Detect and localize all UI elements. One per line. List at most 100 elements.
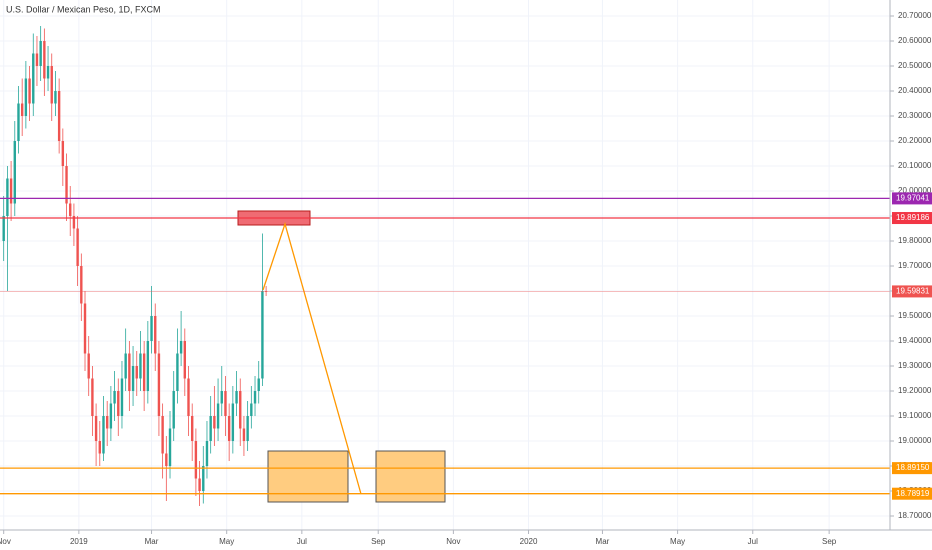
candle-body [190, 416, 194, 441]
x-tick-label: Mar [145, 537, 159, 546]
candle-body [65, 166, 68, 204]
candle-body [176, 353, 179, 391]
candle-body [246, 416, 249, 441]
candle-body [209, 416, 212, 441]
candle-body [154, 316, 157, 354]
candle-body [91, 378, 94, 416]
candle-body [205, 441, 209, 466]
candle-body [172, 391, 175, 429]
candle-body [239, 391, 242, 429]
candle-body [117, 391, 120, 416]
candle-body [87, 353, 90, 379]
candle-body [142, 353, 146, 391]
candle-body [20, 103, 24, 116]
candle-body [109, 403, 113, 429]
y-tick-label: 20.10000 [898, 161, 932, 170]
candle-body [35, 53, 39, 66]
y-tick-label: 20.40000 [898, 86, 932, 95]
candle-body [61, 141, 65, 166]
candle-body [187, 378, 190, 416]
candle-body [146, 341, 150, 391]
candle-body [94, 416, 98, 441]
candle-body [194, 441, 198, 479]
axes: 20.70000 20.60000 20.50000 20.40000 20.30000… [0, 11, 932, 546]
grid [0, 0, 890, 530]
candle-body [105, 416, 109, 429]
x-tick-label: Jul [297, 537, 307, 546]
price-label-bg [892, 462, 932, 475]
candle-body [161, 416, 164, 454]
candle-body [198, 478, 201, 491]
candle-body [83, 303, 87, 354]
candle-body [76, 228, 79, 266]
candle-body [102, 416, 105, 454]
price-label: 19.59831 [896, 287, 930, 296]
candle-body [124, 353, 127, 379]
x-tick-label: Sep [822, 537, 837, 546]
price-label: 19.89186 [896, 213, 930, 222]
candle-body [213, 416, 216, 429]
candle-body [69, 203, 72, 216]
candle-body [220, 391, 223, 404]
candle-body [216, 403, 220, 429]
candle-body [43, 41, 46, 79]
candle-body [39, 41, 42, 66]
candle-body [98, 441, 101, 454]
y-tick-label: 19.20000 [898, 386, 932, 395]
price-label-bg [892, 285, 932, 298]
candle-body [242, 428, 246, 441]
candle-body [157, 353, 161, 416]
y-tick-label: 18.70000 [898, 511, 932, 520]
candle-body [261, 291, 264, 379]
candle-body [250, 403, 253, 416]
chart-title: U.S. Dollar / Mexican Peso, 1D, FXCM [6, 4, 161, 14]
y-tick-label: 20.30000 [898, 111, 932, 120]
y-tick-label: 19.30000 [898, 361, 932, 370]
y-tick-label: 19.40000 [898, 336, 932, 345]
x-tick-label: 2019 [70, 537, 88, 546]
candle-body [131, 366, 135, 391]
y-tick-label: 19.00000 [898, 436, 932, 445]
x-tick-label: Sep [371, 537, 386, 546]
candle-body [253, 391, 257, 404]
candle-body [179, 341, 183, 354]
candle-body [46, 66, 50, 79]
price-label-bg [892, 192, 932, 205]
candle-body [13, 141, 16, 204]
candle-body [257, 378, 260, 391]
price-label: 19.97041 [896, 194, 930, 203]
candle-body [32, 53, 35, 104]
y-tick-label: 19.50000 [898, 311, 932, 320]
candle-body [72, 216, 76, 229]
price-label-bg [892, 212, 932, 225]
candle-body [2, 216, 5, 241]
candle-body [150, 316, 153, 341]
y-tick-label: 20.20000 [898, 136, 932, 145]
candle-body [202, 466, 205, 491]
candles [2, 26, 268, 506]
x-tick-label: Nov [446, 537, 460, 546]
candle-body [50, 66, 53, 104]
candle-body [57, 91, 61, 141]
levels [0, 197, 890, 495]
y-tick-label: 20.70000 [898, 11, 932, 20]
candle-body [235, 391, 238, 404]
drawings [237, 210, 446, 503]
y-tick-label: 19.80000 [898, 236, 932, 245]
x-tick-label: Mar [596, 537, 610, 546]
candle-body [165, 453, 168, 466]
candle-body [9, 178, 13, 204]
x-tick-label: Nov [0, 537, 11, 546]
price-label: 18.89150 [896, 463, 930, 472]
candle-body [168, 428, 172, 466]
x-tick-label: Jul [748, 537, 758, 546]
price-label-bg [892, 487, 932, 500]
candle-body [139, 353, 142, 379]
y-tick-label: 20.50000 [898, 61, 932, 70]
candle-body [135, 366, 138, 379]
y-tick-label: 19.10000 [898, 411, 932, 420]
candle-body [231, 403, 235, 441]
candle-body [28, 78, 31, 104]
